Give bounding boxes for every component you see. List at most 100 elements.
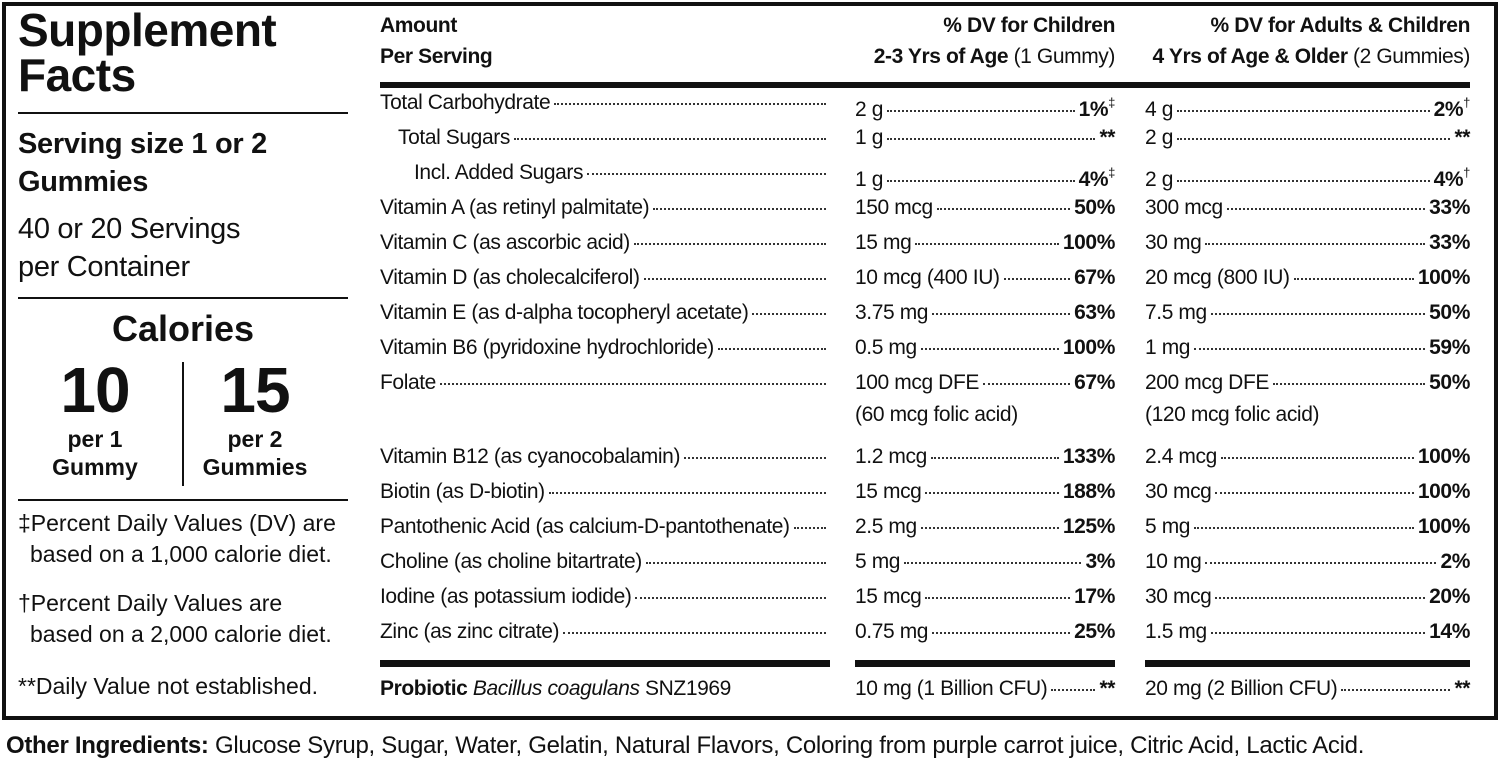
cell-line: 1.5 mg 14% — [1145, 615, 1470, 649]
leader — [936, 208, 1071, 210]
nutrient-row: Iodine (as potassium iodide) 15 mcg 17% 30 … — [380, 580, 1470, 615]
children-cell: 15 mg 100% — [855, 226, 1115, 260]
adults-cell: 20 mg (2 Billion CFU) ** — [1145, 672, 1470, 706]
dv-value: 100% — [1417, 515, 1471, 538]
text-line: Gummies — [18, 166, 149, 198]
leader — [587, 173, 826, 175]
nutrient-name: Vitamin A (as retinyl palmitate) — [380, 191, 830, 225]
dv: 100% — [1418, 261, 1471, 295]
text: Glucose Syrup, Sugar, Water, Gelatin, Na… — [215, 732, 1365, 759]
dv: 3% — [1085, 545, 1115, 579]
text-line: Amount — [380, 14, 457, 37]
dv: 4%† — [1434, 156, 1471, 197]
text: Bacillus coagulans — [472, 677, 640, 700]
nutrient-row: Zinc (as zinc citrate) 0.75 mg 25% 1.5 mg 14… — [380, 615, 1470, 650]
nutrient-row: Vitamin A (as retinyl palmitate) 150 mcg 5… — [380, 191, 1470, 226]
leader — [1341, 689, 1451, 691]
nutrient-row: Total Carbohydrate 2 g 1%‡ 4 g 2%† — [380, 86, 1470, 121]
leader — [887, 180, 1075, 182]
nutrient-name: Total Sugars — [380, 121, 830, 155]
name: Vitamin E (as d-alpha tocopheryl acetate… — [380, 301, 749, 324]
name: Vitamin C (as ascorbic acid) — [380, 231, 630, 254]
dv-value: 50% — [1074, 196, 1115, 219]
leader — [1194, 348, 1426, 350]
dv-value: 100% — [1417, 480, 1471, 503]
cell-line: 30 mcg 100% — [1145, 475, 1470, 509]
dv: 33% — [1429, 226, 1470, 260]
amount: 2.4 mcg — [1145, 445, 1217, 468]
amount: 15 mg — [855, 231, 912, 254]
calories-unit: per 1 — [67, 426, 123, 452]
cell-line: 300 mcg 33% — [1145, 191, 1470, 225]
amount: 1.2 mcg — [855, 445, 927, 468]
nutrient-name: Vitamin D (as cholecalciferol) — [380, 261, 830, 295]
thick-rule — [1145, 660, 1470, 667]
amount: 1.5 mg — [1145, 620, 1207, 643]
children-cell: 10 mg (1 Billion CFU) ** — [855, 672, 1115, 706]
leader — [925, 492, 1059, 494]
nutrient-row: Pantothenic Acid (as calcium-D-pantothen… — [380, 510, 1470, 545]
calories-unit: Gummy — [52, 454, 138, 480]
table-body: Total Carbohydrate 2 g 1%‡ 4 g 2%† Total Suga… — [380, 86, 1470, 650]
dv: ** — [1454, 121, 1470, 155]
cell-line: 3.75 mg 63% — [855, 296, 1115, 330]
leader — [932, 632, 1071, 634]
text: Probiotic — [380, 677, 468, 700]
dv-note: † — [1463, 95, 1470, 110]
adults-cell: 30 mg 33% — [1145, 226, 1470, 260]
amount: 3.75 mg — [855, 301, 929, 324]
nutrient-table: Amount Per Serving % DV for Children 2-3 Y… — [380, 10, 1470, 650]
leader — [752, 313, 826, 315]
leader — [513, 138, 826, 140]
amount: 20 mg (2 Billion CFU) — [1145, 677, 1338, 700]
dv: 133% — [1063, 440, 1116, 474]
leader — [793, 527, 826, 529]
text-line: 40 or 20 Servings — [18, 213, 241, 245]
leader — [717, 348, 826, 350]
calories-divider — [182, 362, 184, 486]
children-cell: 10 mcg (400 IU) 67% — [855, 261, 1115, 295]
amount: 0.5 mg — [855, 336, 917, 359]
dv: 59% — [1429, 331, 1470, 365]
dv: 67% — [1074, 366, 1115, 400]
thick-rule — [380, 660, 830, 667]
calories-1: 10 per 1 Gummy — [15, 355, 175, 481]
dv-value: 33% — [1429, 196, 1470, 219]
text-line: (2 Gummies) — [1353, 45, 1470, 68]
leader — [1177, 180, 1430, 182]
amount: 2 g — [1145, 126, 1173, 149]
text-line: **Daily Value not established. — [18, 673, 319, 699]
leader — [982, 383, 1071, 385]
amount: 7.5 mg — [1145, 301, 1207, 324]
dv: 17% — [1074, 580, 1115, 614]
calories-value: 15 — [220, 354, 290, 426]
dv: 4%‡ — [1079, 156, 1116, 197]
adults-cell: 1 mg 59% — [1145, 331, 1470, 365]
leader — [904, 562, 1082, 564]
cell-line: 30 mcg 20% — [1145, 580, 1470, 614]
dv: ** — [1099, 677, 1115, 700]
dv-value: 2% — [1440, 550, 1470, 573]
amount: 1 mg — [1145, 336, 1191, 359]
leader — [1293, 278, 1414, 280]
footnote: **Daily Value not established. — [18, 671, 318, 702]
name: Incl. Added Sugars — [414, 161, 584, 184]
dv-value: 14% — [1429, 620, 1470, 643]
name: Total Carbohydrate — [380, 91, 551, 114]
leader — [1177, 110, 1430, 112]
leader — [1003, 278, 1071, 280]
thick-rule — [855, 660, 1115, 667]
text: SNZ1969 — [645, 677, 731, 700]
amount: 5 mg — [855, 550, 901, 573]
cell-line: 15 mg 100% — [855, 226, 1115, 260]
dv-note: † — [1463, 165, 1470, 180]
cell-line: 15 mcg 188% — [855, 475, 1115, 509]
text-line: Serving size 1 or 2 — [18, 128, 267, 160]
adults-cell: 30 mcg 100% — [1145, 475, 1470, 509]
dv: 2%† — [1434, 86, 1471, 127]
name: Vitamin D (as cholecalciferol) — [380, 266, 640, 289]
leader — [1205, 562, 1437, 564]
text-line: % DV for Children — [943, 14, 1115, 37]
name: Total Sugars — [398, 126, 510, 149]
header-amount: Amount Per Serving — [380, 10, 830, 82]
